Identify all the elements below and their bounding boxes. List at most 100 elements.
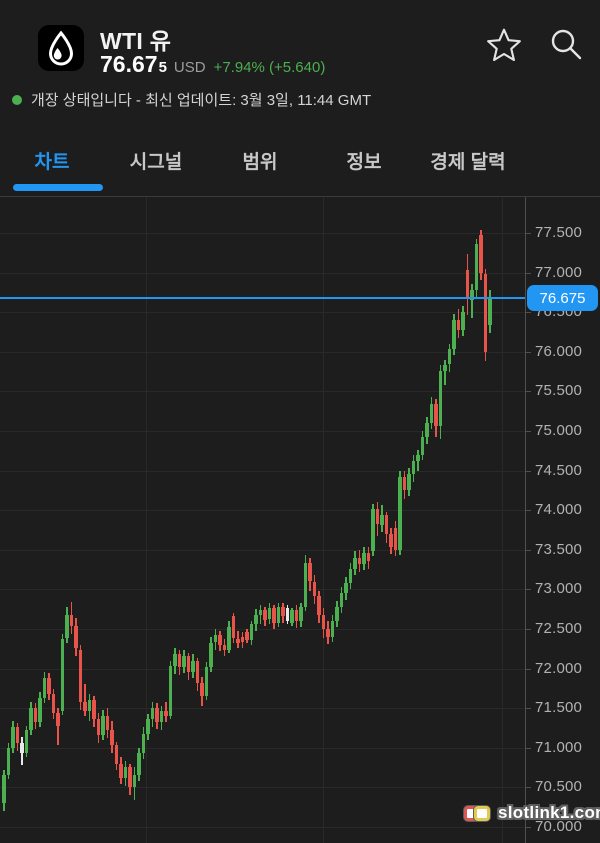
candle [461, 312, 465, 330]
candle [465, 270, 469, 300]
candle [177, 654, 181, 667]
candle [164, 711, 168, 717]
candle [371, 508, 375, 552]
candle [114, 745, 118, 764]
candle [245, 632, 249, 641]
candle [123, 766, 127, 778]
candle-wick [84, 684, 86, 717]
candle [236, 638, 240, 644]
candle [366, 553, 370, 561]
candle-wick [444, 359, 446, 385]
candle [362, 553, 366, 565]
current-price-line [0, 297, 525, 300]
candle [425, 423, 429, 437]
h-gridline [0, 708, 525, 710]
candle [29, 708, 33, 731]
watermark: slotlink1.com [464, 803, 600, 823]
y-axis-tick [526, 391, 531, 393]
tab-economic-calendar[interactable]: 경제 달력 [416, 125, 520, 196]
price-axis[interactable]: 76.675 77.500 77.000 76.500 76.000 75.500 75.… [525, 197, 600, 843]
tab-ranges[interactable]: 범위 [208, 125, 312, 196]
y-axis-tick [526, 549, 531, 551]
candle [168, 666, 172, 717]
tab-signals[interactable]: 시그널 [104, 125, 208, 196]
candle [182, 655, 186, 667]
candle [213, 634, 217, 643]
tab-chart[interactable]: 차트 [0, 125, 104, 196]
candle [96, 719, 100, 736]
candle [285, 608, 289, 622]
tab-chart-label: 차트 [34, 152, 70, 173]
header: WTI 유 76.67 5 USD +7.94% (+5.640) 개장 상태입… [0, 0, 600, 125]
tab-bar: 차트 시그널 범위 정보 경제 달력 [0, 125, 600, 197]
candle [389, 534, 393, 547]
candle [195, 660, 199, 683]
candle [74, 625, 78, 648]
candle [375, 508, 379, 525]
candle [173, 654, 177, 667]
candle [317, 595, 321, 615]
candle [105, 716, 109, 731]
candle [420, 436, 424, 455]
candle [159, 711, 163, 722]
h-gridline [0, 787, 525, 789]
candle [308, 563, 312, 582]
tab-info[interactable]: 정보 [312, 125, 416, 196]
y-axis-label: 72.000 [535, 659, 583, 677]
current-price-label: 76.675 [527, 285, 598, 312]
y-axis-label: 74.500 [535, 461, 583, 479]
candle [335, 606, 339, 622]
y-axis-label: 76.000 [535, 342, 583, 360]
candle [353, 557, 357, 569]
y-axis-label: 73.500 [535, 540, 583, 558]
candle [290, 610, 294, 623]
y-axis-label: 75.000 [535, 422, 583, 439]
candle [119, 763, 123, 778]
y-axis-tick [526, 668, 531, 670]
candle [452, 320, 456, 350]
h-gridline [0, 629, 525, 630]
candle [20, 743, 24, 753]
h-gridline [0, 668, 525, 670]
search-icon [551, 29, 582, 59]
candle [83, 701, 87, 712]
y-axis-tick [526, 431, 531, 432]
y-axis-tick [526, 589, 531, 591]
price-value: 76.67 [100, 51, 158, 77]
tab-info-label: 정보 [346, 152, 382, 173]
candle [186, 655, 190, 672]
price-change: +7.94% (+5.640) [213, 59, 326, 76]
candle [132, 774, 136, 788]
candle [249, 624, 253, 640]
candle [483, 274, 487, 352]
candle [110, 730, 114, 746]
candle [218, 634, 222, 645]
candle [56, 713, 60, 726]
candle [51, 693, 55, 713]
y-axis-tick [526, 312, 531, 314]
candle [15, 727, 19, 743]
y-axis-tick [526, 470, 531, 472]
candle [65, 614, 69, 639]
candle [209, 642, 213, 668]
candle [384, 515, 388, 534]
market-open-dot-icon [12, 94, 22, 105]
candle [6, 747, 10, 775]
candle [330, 621, 334, 637]
market-status-text: 개장 상태입니다 - 최신 업데이트: 3월 3일, 11:44 GMT [31, 92, 372, 109]
h-gridline [0, 827, 525, 828]
h-gridline [0, 272, 525, 274]
candle [231, 616, 235, 639]
candle-wick [471, 283, 473, 319]
candle [92, 700, 96, 720]
candle [321, 614, 325, 629]
candle [155, 708, 159, 722]
candlestick-chart[interactable] [0, 197, 525, 843]
search-button[interactable] [546, 26, 586, 66]
candle [488, 298, 492, 325]
v-gridline [146, 197, 147, 843]
candle [78, 649, 82, 702]
candle [204, 667, 208, 696]
watchlist-star-button[interactable] [484, 26, 524, 66]
y-axis-label: 77.500 [535, 224, 583, 241]
